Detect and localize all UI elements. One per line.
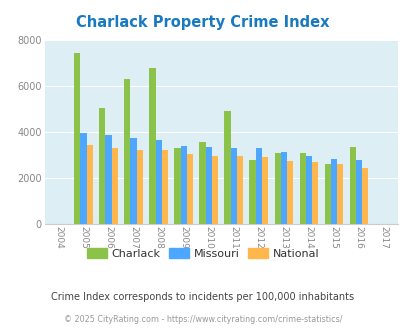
- Text: Charlack Property Crime Index: Charlack Property Crime Index: [76, 15, 329, 30]
- Bar: [211, 156, 217, 224]
- Bar: [161, 150, 168, 224]
- Bar: [174, 148, 180, 224]
- Bar: [355, 160, 361, 224]
- Bar: [249, 160, 255, 224]
- Bar: [274, 153, 280, 224]
- Bar: [349, 147, 355, 224]
- Bar: [237, 156, 243, 224]
- Bar: [224, 111, 230, 224]
- Legend: Charlack, Missouri, National: Charlack, Missouri, National: [82, 244, 323, 263]
- Bar: [324, 164, 330, 224]
- Bar: [86, 145, 93, 224]
- Bar: [205, 147, 211, 224]
- Bar: [261, 157, 268, 224]
- Bar: [186, 154, 193, 224]
- Bar: [280, 152, 286, 224]
- Bar: [199, 143, 205, 224]
- Bar: [286, 161, 292, 224]
- Bar: [111, 148, 117, 224]
- Bar: [136, 150, 143, 224]
- Text: © 2025 CityRating.com - https://www.cityrating.com/crime-statistics/: © 2025 CityRating.com - https://www.city…: [64, 315, 341, 324]
- Bar: [155, 140, 161, 224]
- Bar: [230, 148, 237, 224]
- Bar: [299, 153, 305, 224]
- Bar: [311, 162, 318, 224]
- Bar: [99, 108, 105, 224]
- Bar: [336, 164, 343, 224]
- Bar: [74, 53, 80, 224]
- Bar: [149, 68, 155, 224]
- Bar: [124, 79, 130, 224]
- Bar: [130, 138, 136, 224]
- Bar: [180, 146, 186, 224]
- Bar: [105, 135, 111, 224]
- Text: Crime Index corresponds to incidents per 100,000 inhabitants: Crime Index corresponds to incidents per…: [51, 292, 354, 302]
- Bar: [305, 156, 311, 224]
- Bar: [255, 148, 261, 224]
- Bar: [80, 133, 86, 224]
- Bar: [361, 168, 367, 224]
- Bar: [330, 159, 336, 224]
